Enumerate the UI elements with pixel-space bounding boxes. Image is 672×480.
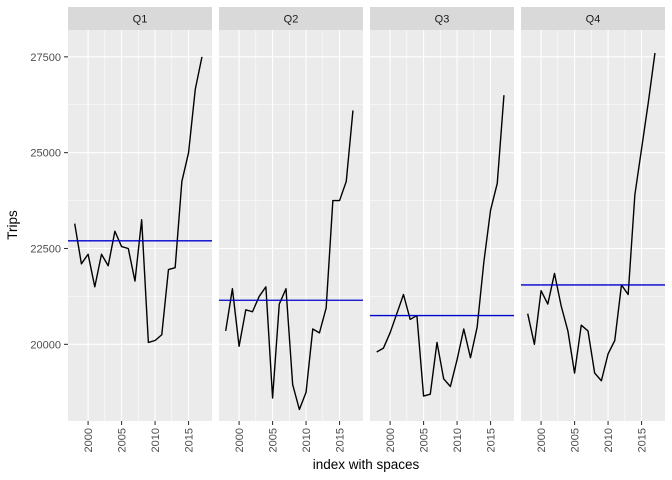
facet-strip	[521, 7, 665, 30]
panel-background	[521, 30, 665, 421]
y-tick-label: 27500	[30, 52, 61, 64]
facet-strip	[219, 7, 363, 30]
facet-strip-label: Q4	[586, 14, 601, 26]
x-axis: 2000 2005 2010 2015 2000 2005 2010 2015 2000 2005…	[83, 421, 649, 452]
series-line-q3	[376, 95, 505, 397]
x-tick-label: 2005	[268, 428, 280, 452]
facet-strip	[68, 7, 212, 30]
x-tick-label: 2005	[419, 428, 431, 452]
y-axis-title: Trips	[5, 210, 20, 240]
facet-panel-q4: Q4	[521, 7, 665, 421]
facet-panel-q3: Q3	[370, 7, 514, 421]
x-tick-label: 2010	[603, 428, 615, 452]
y-tick-label: 22500	[30, 244, 61, 256]
x-tick-label: 2010	[150, 428, 162, 452]
facet-panel-q2: Q2	[219, 7, 363, 421]
series-line-q1	[74, 56, 203, 344]
facet-panels: Q1 Q2 Q3 Q4	[68, 7, 665, 421]
x-tick-label: 2015	[637, 428, 649, 452]
facet-strip	[370, 7, 514, 30]
x-tick-label: 2010	[301, 428, 313, 452]
y-tick-label: 25000	[30, 148, 61, 160]
y-axis: 20000 22500 25000 27500	[30, 52, 68, 351]
series-line-q2	[225, 110, 354, 411]
x-tick-label: 2000	[536, 428, 548, 452]
x-tick-label: 2000	[234, 428, 246, 452]
x-tick-label: 2015	[184, 428, 196, 452]
x-tick-label: 2000	[385, 428, 397, 452]
x-tick-label: 2005	[117, 428, 129, 452]
x-tick-label: 2005	[570, 428, 582, 452]
x-tick-label: 2010	[452, 428, 464, 452]
x-tick-label: 2015	[486, 428, 498, 452]
panel-background	[370, 30, 514, 421]
facet-strip-label: Q2	[284, 14, 299, 26]
x-axis-title: index with spaces	[313, 457, 420, 472]
series-line-q4	[527, 52, 656, 382]
x-tick-label: 2000	[83, 428, 95, 452]
facet-strip-label: Q1	[133, 14, 148, 26]
panel-background	[68, 30, 212, 421]
x-tick-label: 2015	[335, 428, 347, 452]
y-tick-label: 20000	[30, 339, 61, 351]
facet-panel-q1: Q1	[68, 7, 212, 421]
facet-strip-label: Q3	[435, 14, 450, 26]
